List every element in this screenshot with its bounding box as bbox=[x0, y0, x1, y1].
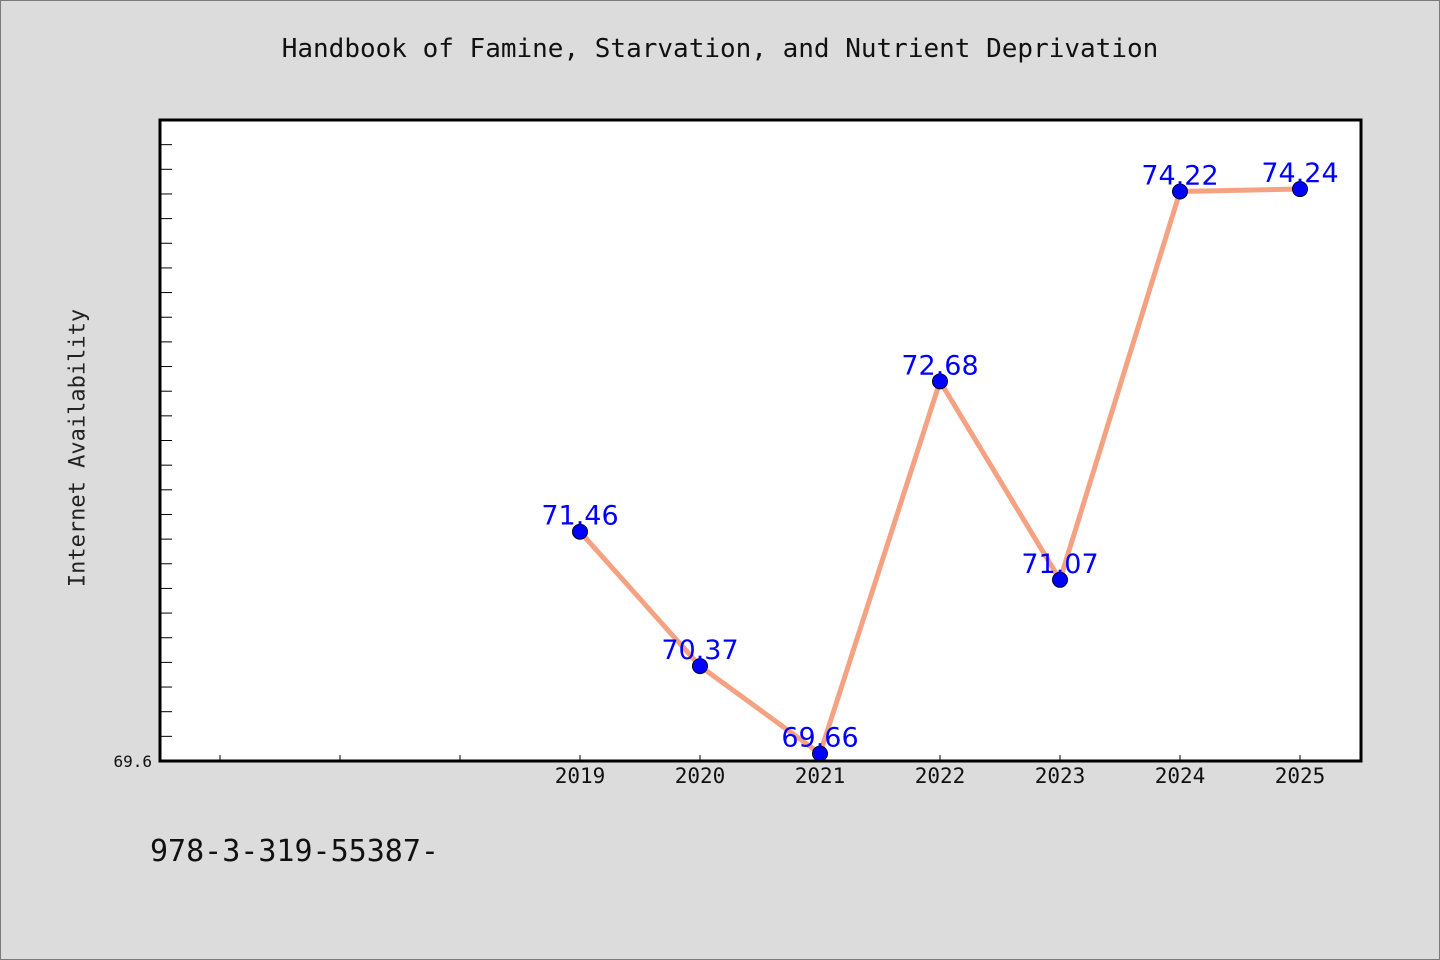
chart-title: Handbook of Famine, Starvation, and Nutr… bbox=[281, 34, 1159, 64]
x-tick-label: 2022 bbox=[915, 764, 966, 788]
plot-border bbox=[158, 118, 1363, 763]
x-tick-label: 2024 bbox=[1155, 764, 1206, 788]
data-point bbox=[692, 658, 708, 675]
data-point bbox=[1172, 183, 1188, 200]
y-tick-labels: 69.6 bbox=[113, 752, 152, 771]
data-point bbox=[572, 523, 588, 540]
data-point bbox=[1052, 571, 1068, 588]
x-tick-label: 2020 bbox=[675, 764, 726, 788]
data-label: 71.46 bbox=[541, 501, 618, 532]
data-label: 69.66 bbox=[781, 723, 858, 754]
data-point bbox=[1292, 181, 1308, 198]
plot-area bbox=[160, 120, 1361, 761]
data-label: 74.24 bbox=[1261, 158, 1338, 189]
data-points bbox=[572, 181, 1308, 762]
x-tick-label: 2023 bbox=[1035, 764, 1086, 788]
data-label: 71.07 bbox=[1021, 549, 1098, 580]
x-tick-label: 2021 bbox=[795, 764, 846, 788]
y-tick-label: 69.6 bbox=[113, 752, 152, 771]
x-tick-label: 2019 bbox=[555, 764, 606, 788]
footer-isbn-text: 978-3-319-55387- bbox=[150, 834, 439, 869]
data-label: 72.68 bbox=[901, 350, 978, 381]
data-label: 70.37 bbox=[661, 635, 738, 666]
data-label: 74.22 bbox=[1141, 160, 1218, 191]
x-tick-label: 2025 bbox=[1275, 764, 1326, 788]
x-tick-labels: 2019 2020 2021 2022 2023 2024 2025 bbox=[555, 764, 1326, 788]
data-point bbox=[932, 373, 948, 390]
data-labels: 71.46 70.37 69.66 72.68 71.07 74.22 74.24 bbox=[541, 158, 1338, 754]
